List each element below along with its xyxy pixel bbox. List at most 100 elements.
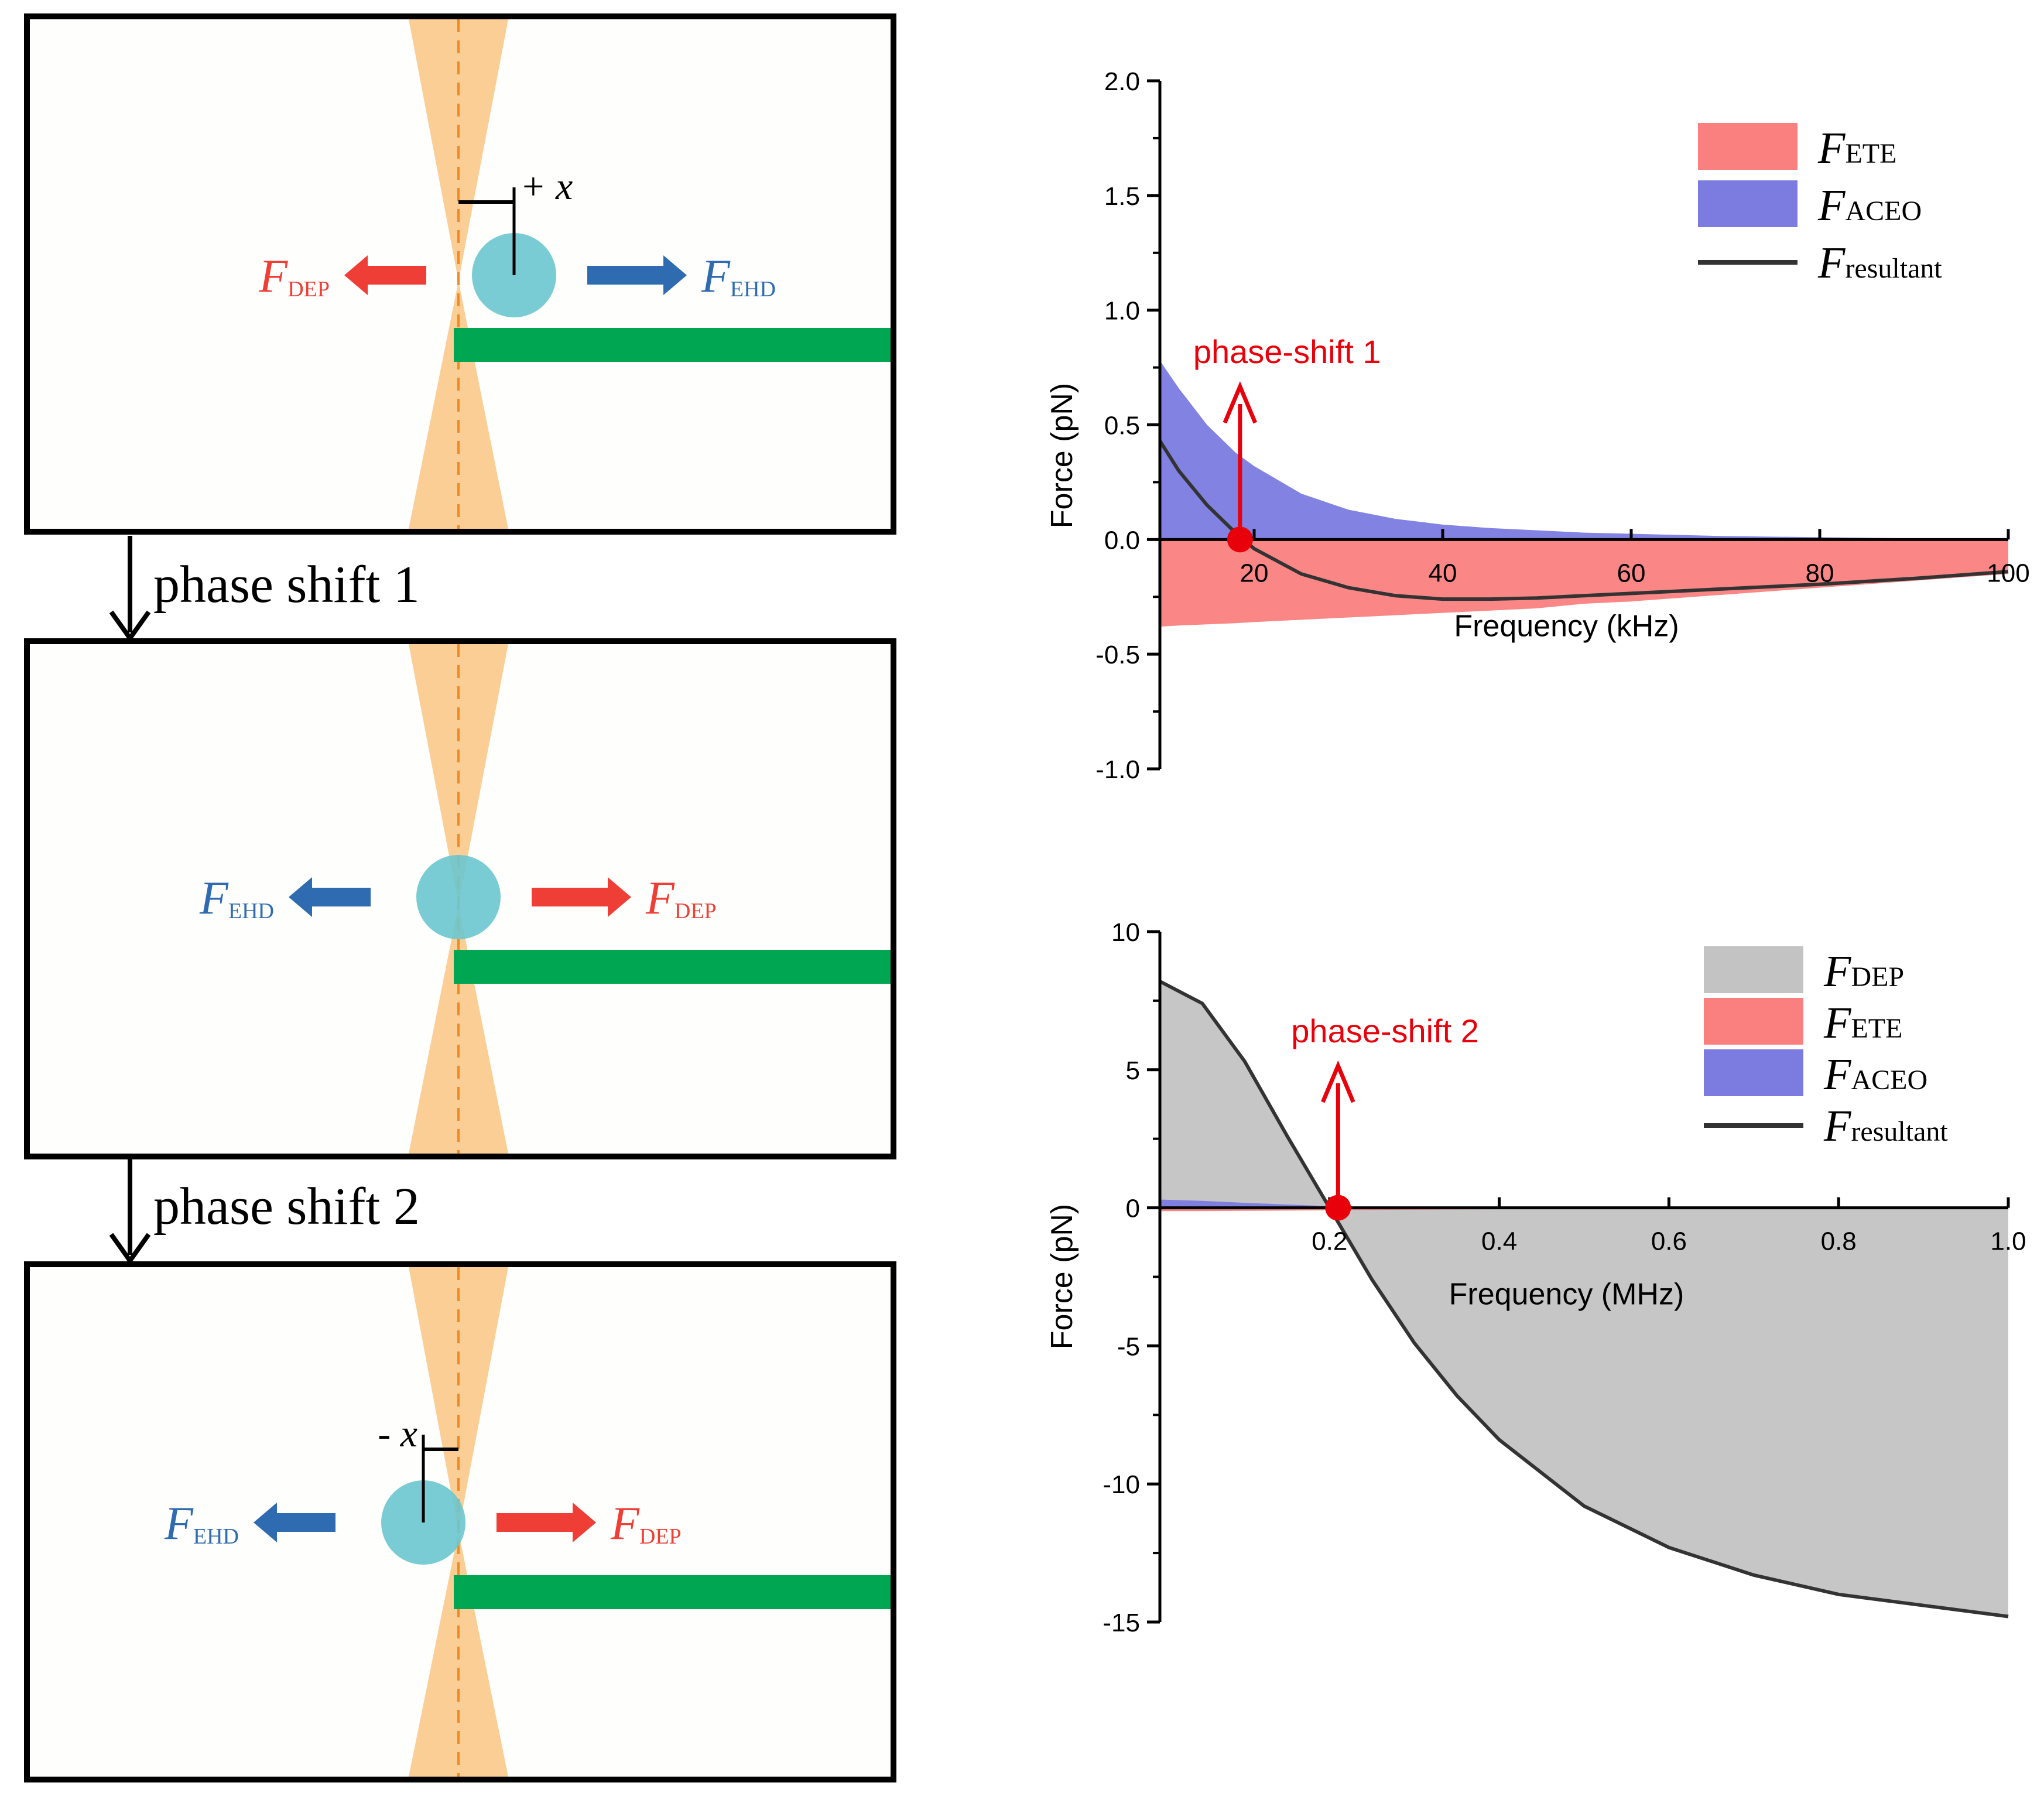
legend-swatch-ete [1704, 998, 1803, 1045]
force-arrow-right [532, 877, 631, 917]
y-tick-label: -10 [1103, 1470, 1140, 1499]
y-tick-label: 1.0 [1104, 297, 1140, 326]
legend-label-main: F [1823, 998, 1852, 1048]
force-label-left-sub: DEP [287, 277, 330, 302]
y-axis-label: Force (pN) [1045, 383, 1079, 528]
x-tick-label: 100 [1987, 559, 2029, 587]
offset-label: - x [378, 1412, 417, 1455]
series-area-ete [1160, 539, 2008, 627]
y-tick-label: 0.0 [1104, 526, 1140, 555]
force-label-left-sub: EHD [193, 1524, 239, 1549]
annotation-arrowhead [1321, 1060, 1355, 1103]
x-tick-label: 60 [1617, 559, 1646, 587]
legend-swatch-aceo [1704, 1049, 1803, 1096]
force-label-left-main: F [258, 251, 288, 302]
y-tick-label: -0.5 [1095, 641, 1140, 669]
force-label-left-sub: EHD [228, 899, 274, 923]
force-label-left-main: F [199, 873, 229, 924]
force-label-right: FEHD [701, 251, 776, 302]
offset-indicator: + x [458, 165, 573, 275]
x-tick-label: 0.6 [1651, 1227, 1687, 1256]
legend-label-aceo: FACEO [1823, 1050, 1927, 1099]
y-axis-label: Force (pN) [1045, 1204, 1079, 1349]
legend-swatch-dep [1704, 946, 1803, 993]
x-tick-label: 40 [1429, 559, 1457, 587]
force-label-left: FEHD [199, 873, 274, 924]
x-tick-label: 20 [1240, 559, 1269, 587]
force-label-right-main: F [610, 1498, 640, 1549]
force-label-left: FEHD [164, 1498, 239, 1549]
electrode [454, 950, 891, 984]
force-label-right: FDEP [645, 873, 717, 924]
force-label-right-main: F [645, 873, 675, 924]
x-tick-label: 1.0 [1990, 1227, 2026, 1256]
force-label-right-main: F [701, 251, 731, 302]
transition-2: phase shift 2 [109, 1158, 420, 1265]
legend-label-sub: ACEO [1845, 196, 1922, 227]
legend-label-resultant: Fresultant [1817, 238, 1942, 288]
annotation-label: phase-shift 1 [1193, 333, 1381, 370]
legend-label-sub: ACEO [1851, 1065, 1927, 1096]
force-arrow-left [344, 255, 426, 295]
transition-1: phase shift 1 [109, 536, 420, 642]
force-label-right-sub: DEP [675, 899, 717, 923]
schematic-panel-1: FDEP FEHD+ x [24, 13, 896, 535]
legend-label-ete: FETE [1817, 124, 1896, 173]
force-arrow-right [587, 255, 687, 295]
legend-label-main: F [1817, 181, 1846, 230]
force-label-right-sub: EHD [730, 277, 776, 302]
legend-swatch-ete [1698, 123, 1798, 170]
y-tick-label: 2.0 [1104, 67, 1140, 96]
chart-high-frequency: 10 5 0 -5 -10 -15 0.2 0.4 0.6 0.8 1.0 Frequency (MH… [1045, 918, 2026, 1637]
x-tick-label: 80 [1806, 559, 1834, 587]
legend-label-resultant: Fresultant [1823, 1101, 1948, 1151]
force-label-left: FDEP [258, 251, 330, 302]
offset-label: + x [520, 165, 573, 208]
y-tick-label: -1.0 [1095, 755, 1140, 784]
series-line-resultant [1159, 980, 2009, 1619]
legend-label-dep: FDEP [1823, 947, 1904, 996]
legend-label-ete: FETE [1823, 998, 1902, 1048]
legend-label-main: F [1823, 947, 1852, 996]
transition-arrowhead-2 [109, 1233, 151, 1265]
y-tick-label: 0 [1126, 1195, 1140, 1223]
legend-label-sub: DEP [1851, 962, 1904, 993]
series-area-dep [1160, 981, 2008, 1617]
y-tick-label: 0.5 [1104, 412, 1140, 440]
force-arrow-left [289, 877, 371, 917]
schematic-panel-3: FEHD FDEP- x [24, 1261, 896, 1782]
series-area-aceo [1160, 360, 2008, 540]
legend-label-sub: ETE [1851, 1013, 1902, 1044]
force-arrow-left [254, 1503, 335, 1542]
legend-label-main: F [1817, 124, 1846, 173]
legend-label-sub: ETE [1845, 138, 1896, 169]
transition-arrowhead-1 [109, 610, 151, 642]
x-tick-label: 0.2 [1312, 1227, 1347, 1256]
force-label-right: FDEP [610, 1498, 682, 1549]
series-line-resultant [1158, 440, 2009, 601]
legend-label-sub: resultant [1851, 1116, 1948, 1147]
electrode [454, 328, 891, 362]
force-label-right-sub: DEP [639, 1524, 682, 1549]
annotation-marker [1325, 1195, 1351, 1221]
y-tick-label: 5 [1126, 1056, 1140, 1085]
legend-label-sub: resultant [1845, 253, 1942, 284]
transition-label-1: phase shift 1 [153, 556, 420, 614]
annotation-arrowhead [1223, 381, 1258, 424]
legend-label-aceo: FACEO [1817, 181, 1922, 230]
y-tick-label: 1.5 [1104, 182, 1140, 211]
legend-label-main: F [1817, 238, 1846, 288]
offset-indicator: - x [378, 1412, 458, 1522]
x-tick-label: 0.8 [1821, 1227, 1857, 1256]
electrode [454, 1575, 891, 1609]
schematic-panel-2: FEHD FDEP [24, 638, 896, 1159]
y-tick-label: -15 [1103, 1609, 1140, 1637]
annotation-label: phase-shift 2 [1291, 1012, 1479, 1049]
x-axis-label: Frequency (kHz) [1454, 609, 1679, 643]
particle [416, 855, 501, 939]
legend-label-main: F [1823, 1050, 1852, 1099]
force-label-left-main: F [164, 1498, 194, 1549]
